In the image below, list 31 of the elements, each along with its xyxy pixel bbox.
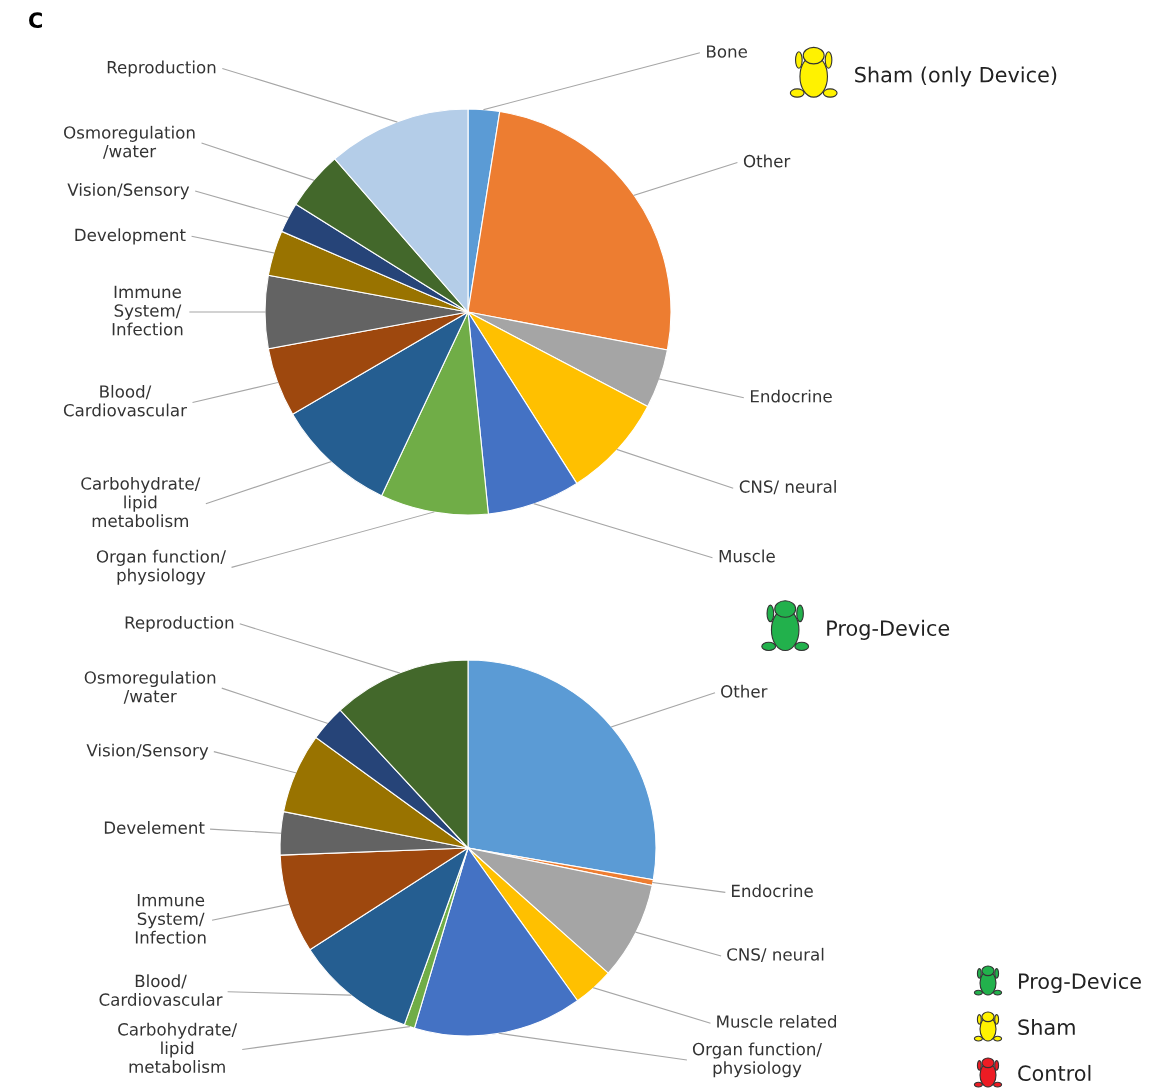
text: Control (1018, 1064, 1091, 1082)
text: Prog-Device (827, 619, 950, 640)
slice-label: Development (75, 228, 186, 245)
slice-label: Muscle (719, 549, 775, 563)
slice-label: CNS/ neural (727, 947, 824, 963)
slice-label: Immune System/ Infection (135, 893, 206, 944)
slice-label: Develement (104, 821, 205, 834)
slice-label: CNS/ neural (739, 480, 836, 495)
slice-label: Vision/Sensory (67, 183, 190, 200)
slice-label: Organ function/ physiology (96, 549, 226, 585)
slice-label: Immune System/ Infection (112, 285, 183, 336)
text: C (29, 12, 42, 29)
slice-label: Vision/Sensory (86, 743, 209, 760)
slice-label: Carbohydrate/ lipid metabolism (118, 1022, 238, 1073)
slice-label: Carbohydrate/ lipid metabolism (81, 476, 201, 528)
slice-label: Blood/ Cardiovascular (99, 974, 223, 1006)
slice-label: Endocrine (750, 389, 832, 403)
slice-label: Organ function/ physiology (692, 1042, 823, 1078)
text: Prog-Device (1019, 972, 1141, 994)
slice-label: Other (743, 154, 791, 168)
slice-label: Endocrine (732, 884, 813, 898)
text: Sham (1018, 1018, 1075, 1036)
slice-label: Osmoregulation /water (64, 125, 195, 159)
slice-label: Reproduction (107, 60, 216, 77)
text: Sham (only Device) (855, 66, 1057, 87)
slice-label: Other (721, 684, 768, 698)
slice-label: Osmoregulation /water (84, 670, 216, 704)
slice-label: Bone (707, 45, 747, 58)
slice-label: Reproduction (125, 615, 234, 633)
slice-label: Blood/ Cardiovascular (63, 384, 187, 417)
slice-label: Muscle related (717, 1014, 837, 1028)
